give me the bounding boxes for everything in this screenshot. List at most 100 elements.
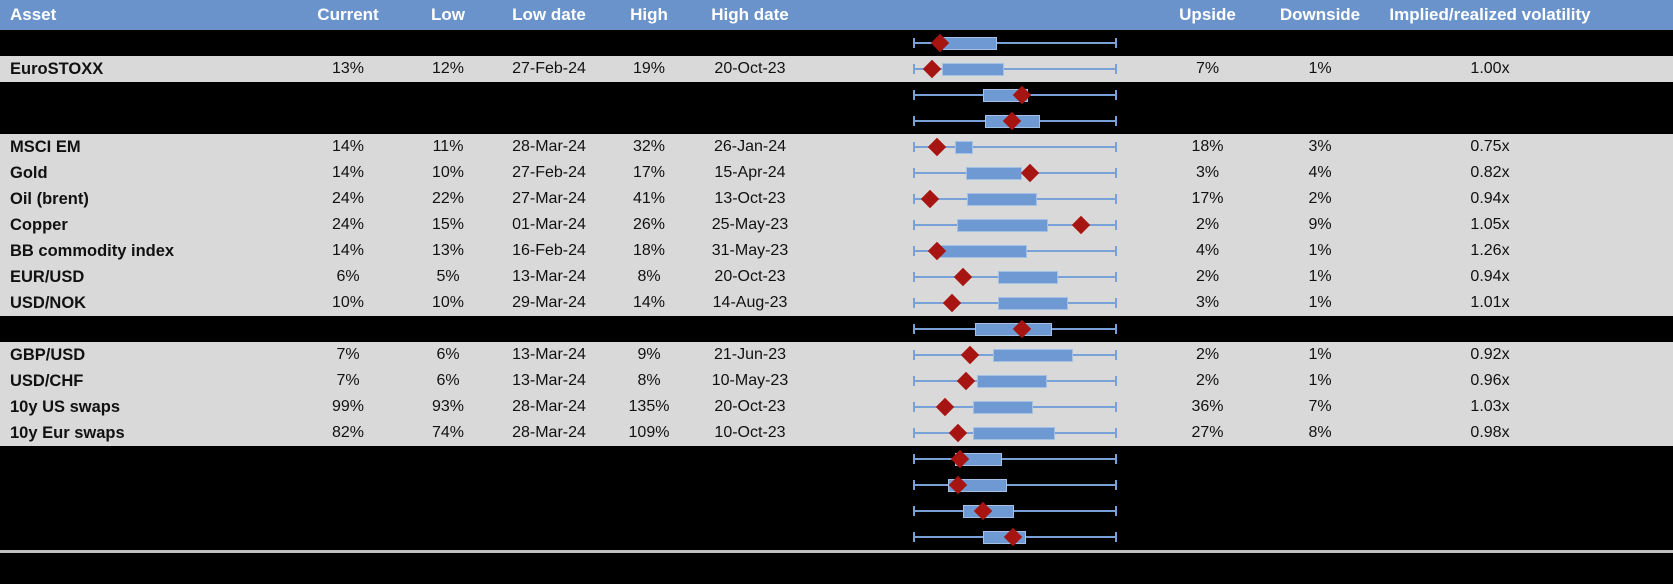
- downside-cell[interactable]: 8%: [1308, 424, 1332, 441]
- high-date-cell[interactable]: [700, 82, 800, 108]
- upside-cell[interactable]: 2%: [1195, 372, 1220, 389]
- asset-name-cell[interactable]: MSCI EM: [10, 137, 81, 156]
- downside-cell[interactable]: 4%: [1308, 164, 1332, 181]
- asset-name-cell[interactable]: BB commodity index: [10, 241, 175, 260]
- high-date-cell[interactable]: [700, 446, 800, 472]
- asset-name-cell[interactable]: [0, 108, 300, 134]
- current-cell[interactable]: 13%: [331, 60, 365, 77]
- irv-cell[interactable]: [1370, 524, 1610, 550]
- upside-cell[interactable]: 27%: [1191, 424, 1224, 441]
- low-cell[interactable]: 15%: [431, 216, 465, 233]
- low-cell[interactable]: 22%: [431, 190, 465, 207]
- low-date-cell[interactable]: [500, 316, 598, 342]
- high-cell[interactable]: [598, 472, 700, 498]
- irv-cell[interactable]: 0.82x: [1470, 164, 1510, 181]
- current-cell[interactable]: [300, 446, 396, 472]
- downside-cell[interactable]: 7%: [1308, 398, 1332, 415]
- high-date-cell[interactable]: 26-Jan-24: [713, 138, 787, 155]
- current-cell[interactable]: 24%: [331, 216, 365, 233]
- current-cell[interactable]: 99%: [331, 398, 365, 415]
- current-cell[interactable]: 82%: [331, 424, 365, 441]
- upside-cell[interactable]: 18%: [1191, 138, 1224, 155]
- high-date-cell[interactable]: 20-Oct-23: [714, 268, 786, 285]
- upside-cell[interactable]: [1145, 524, 1270, 550]
- downside-cell[interactable]: 1%: [1308, 268, 1332, 285]
- current-cell[interactable]: 6%: [336, 268, 360, 285]
- downside-cell[interactable]: [1270, 30, 1370, 56]
- low-cell[interactable]: [396, 316, 500, 342]
- downside-cell[interactable]: 1%: [1308, 242, 1332, 259]
- irv-cell[interactable]: 0.98x: [1470, 424, 1510, 441]
- current-cell[interactable]: [300, 472, 396, 498]
- low-date-cell[interactable]: 01-Mar-24: [512, 216, 586, 233]
- irv-cell[interactable]: 0.94x: [1470, 190, 1510, 207]
- downside-cell[interactable]: [1270, 108, 1370, 134]
- high-cell[interactable]: 18%: [632, 242, 666, 259]
- upside-cell[interactable]: [1145, 82, 1270, 108]
- downside-cell[interactable]: [1270, 82, 1370, 108]
- downside-cell[interactable]: [1270, 498, 1370, 524]
- low-date-cell[interactable]: 28-Mar-24: [512, 398, 586, 415]
- upside-cell[interactable]: 36%: [1191, 398, 1224, 415]
- irv-cell[interactable]: [1370, 498, 1610, 524]
- upside-cell[interactable]: 2%: [1195, 268, 1220, 285]
- upside-cell[interactable]: [1145, 446, 1270, 472]
- high-date-cell[interactable]: 13-Oct-23: [714, 190, 786, 207]
- irv-cell[interactable]: [1370, 472, 1610, 498]
- column-header-current[interactable]: Current: [317, 5, 379, 24]
- upside-cell[interactable]: 2%: [1195, 216, 1220, 233]
- current-cell[interactable]: 24%: [331, 190, 365, 207]
- upside-cell[interactable]: [1145, 316, 1270, 342]
- high-date-cell[interactable]: 15-Apr-24: [714, 164, 786, 181]
- high-cell[interactable]: [598, 498, 700, 524]
- asset-name-cell[interactable]: EUR/USD: [10, 267, 85, 286]
- irv-cell[interactable]: 0.96x: [1470, 372, 1510, 389]
- asset-name-cell[interactable]: [0, 524, 300, 550]
- downside-cell[interactable]: [1270, 316, 1370, 342]
- high-date-cell[interactable]: 20-Oct-23: [714, 398, 786, 415]
- low-date-cell[interactable]: [500, 30, 598, 56]
- low-cell[interactable]: 74%: [431, 424, 465, 441]
- upside-cell[interactable]: 7%: [1195, 60, 1220, 77]
- low-cell[interactable]: [396, 498, 500, 524]
- low-cell[interactable]: 93%: [431, 398, 465, 415]
- low-cell[interactable]: [396, 108, 500, 134]
- current-cell[interactable]: [300, 524, 396, 550]
- downside-cell[interactable]: [1270, 446, 1370, 472]
- upside-cell[interactable]: [1145, 30, 1270, 56]
- asset-name-cell[interactable]: Gold: [10, 163, 48, 182]
- asset-name-cell[interactable]: 10y Eur swaps: [10, 423, 125, 442]
- low-cell[interactable]: 11%: [432, 138, 464, 155]
- high-date-cell[interactable]: 25-May-23: [711, 216, 789, 233]
- high-cell[interactable]: 41%: [632, 190, 666, 207]
- column-header-low[interactable]: Low: [431, 5, 465, 24]
- column-header-high-date[interactable]: High date: [711, 5, 789, 24]
- high-date-cell[interactable]: [700, 472, 800, 498]
- downside-cell[interactable]: 1%: [1308, 346, 1332, 363]
- high-date-cell[interactable]: [700, 30, 800, 56]
- current-cell[interactable]: [300, 30, 396, 56]
- asset-name-cell[interactable]: GBP/USD: [10, 345, 86, 364]
- low-cell[interactable]: 6%: [436, 372, 460, 389]
- irv-cell[interactable]: 0.92x: [1470, 346, 1510, 363]
- low-cell[interactable]: [396, 472, 500, 498]
- downside-cell[interactable]: 1%: [1308, 372, 1332, 389]
- downside-cell[interactable]: 1%: [1308, 60, 1332, 77]
- asset-name-cell[interactable]: [0, 30, 300, 56]
- low-date-cell[interactable]: 13-Mar-24: [512, 268, 586, 285]
- asset-name-cell[interactable]: [0, 316, 300, 342]
- irv-cell[interactable]: 1.26x: [1470, 242, 1510, 259]
- downside-cell[interactable]: [1270, 472, 1370, 498]
- high-cell[interactable]: [598, 316, 700, 342]
- high-cell[interactable]: 109%: [628, 424, 670, 441]
- low-cell[interactable]: [396, 30, 500, 56]
- downside-cell[interactable]: 3%: [1308, 138, 1332, 155]
- low-cell[interactable]: 13%: [431, 242, 465, 259]
- high-cell[interactable]: [598, 82, 700, 108]
- high-date-cell[interactable]: 14-Aug-23: [712, 294, 788, 311]
- upside-cell[interactable]: 2%: [1195, 346, 1220, 363]
- low-date-cell[interactable]: 28-Mar-24: [512, 138, 586, 155]
- asset-name-cell[interactable]: [0, 498, 300, 524]
- irv-cell[interactable]: [1370, 446, 1610, 472]
- asset-name-cell[interactable]: Oil (brent): [10, 189, 89, 208]
